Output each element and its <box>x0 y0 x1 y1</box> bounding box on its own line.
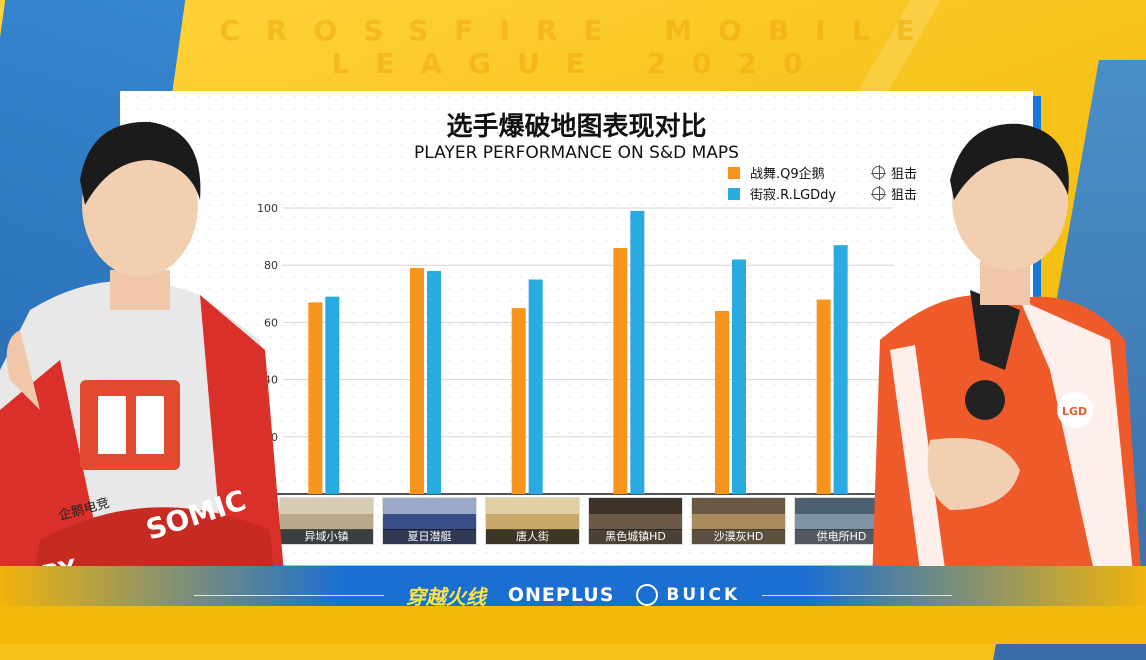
legend-name-1: 街寂.R.LGDdy <box>750 188 837 203</box>
y-tick-label-100: 100 <box>257 202 278 215</box>
map-caption-2: 唐人街 <box>486 529 579 544</box>
legend-role-1: 狙击 <box>891 188 918 203</box>
legend-swatch-1 <box>728 187 740 200</box>
crossfire-logo: 穿越火线 <box>405 584 486 609</box>
map-thumbnail-2: 唐人街 <box>485 497 580 545</box>
legend-role-0: 狙击 <box>891 167 918 182</box>
bar-1-2 <box>528 279 543 494</box>
left-player-photo: SOMIC 企鹅电竞 ERRY <box>0 121 290 644</box>
bar-0-1 <box>410 268 424 494</box>
right-player-photo: LGD <box>870 123 1146 644</box>
map-caption-5: 供电所HD <box>795 529 888 544</box>
map-caption-4: 沙漠灰HD <box>692 529 785 544</box>
map-thumbnail-0: 异域小镇 <box>279 497 374 545</box>
bar-1-4 <box>732 259 746 494</box>
footer-bottom <box>0 606 1146 644</box>
bar-1-5 <box>833 245 848 494</box>
legend-entry-1: 街寂.R.LGDdy 狙击 <box>728 183 917 204</box>
oneplus-logo: ONEPLUS <box>507 584 615 606</box>
chart-legend: 战舞.Q9企鹅 狙击 街寂.R.LGDdy 狙击 <box>728 162 917 204</box>
bar-0-4 <box>715 310 729 494</box>
map-thumbnail-3: 黑色城镇HD <box>588 497 683 545</box>
bar-1-1 <box>427 270 441 494</box>
legend-swatch-0 <box>728 166 740 179</box>
chart-subtitle: PLAYER PERFORMANCE ON S&D MAPS <box>414 143 739 163</box>
map-thumbnail-5: 供电所HD <box>794 497 889 545</box>
bar-chart: 20406080100 <box>257 202 893 495</box>
right-jersey-badge: LGD <box>1062 405 1087 418</box>
legend-entry-0: 战舞.Q9企鹅 狙击 <box>728 162 917 183</box>
crosshair-icon <box>871 165 886 180</box>
map-thumbnail-1: 夏日潜艇 <box>382 497 477 545</box>
y-tick-label-80: 80 <box>264 259 278 272</box>
buick-logo-text: BUICK <box>666 585 741 605</box>
map-caption-1: 夏日潜艇 <box>383 529 476 544</box>
league-banner: CROSSFIRE MOBILE LEAGUE 2020 <box>219 14 941 80</box>
bar-1-0 <box>325 296 340 494</box>
bar-1-3 <box>630 210 645 495</box>
buick-badge-icon <box>636 584 659 606</box>
y-tick-label-60: 60 <box>264 316 278 329</box>
bar-0-2 <box>511 308 526 494</box>
map-caption-0: 异域小镇 <box>280 529 373 544</box>
map-caption-3: 黑色城镇HD <box>589 529 682 544</box>
bar-0-3 <box>613 248 628 494</box>
crosshair-icon <box>871 186 886 201</box>
divider <box>193 594 384 596</box>
chart-title: 选手爆破地图表现对比 <box>446 112 707 142</box>
bar-0-5 <box>816 299 831 494</box>
buick-logo: BUICK <box>636 584 740 606</box>
map-thumbnail-4: 沙漠灰HD <box>691 497 786 545</box>
sponsor-logos: 穿越火线 ONEPLUS BUICK <box>0 578 1146 612</box>
legend-name-0: 战舞.Q9企鹅 <box>750 167 825 182</box>
bar-0-0 <box>308 302 323 494</box>
divider <box>762 594 953 596</box>
